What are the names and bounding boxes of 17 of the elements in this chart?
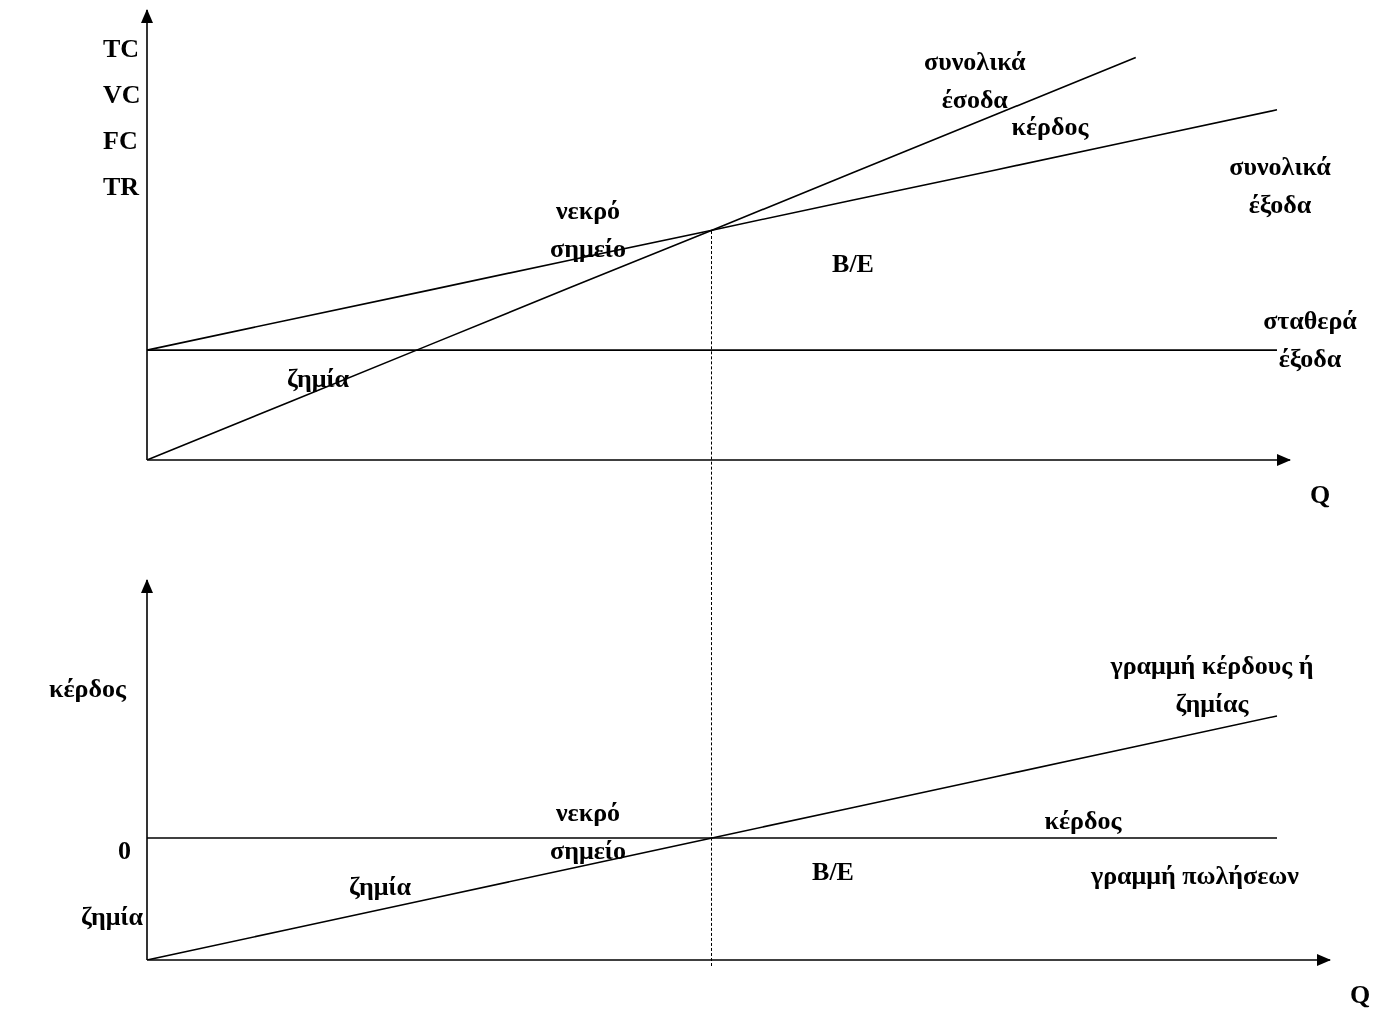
series-label: γραμμή πωλήσεων	[1090, 860, 1300, 890]
y-axis-title: TC VC FC TR	[103, 33, 141, 201]
annotation: νεκρό σημείο	[550, 195, 626, 263]
text: κέρδος	[49, 673, 128, 703]
annotation: κέρδος	[1044, 805, 1123, 835]
annotation: B/E	[832, 248, 874, 278]
series-label: γραμμή κέρδους ή ζημίας	[1109, 650, 1314, 718]
text: ζημία	[80, 901, 144, 931]
text: 0	[118, 835, 131, 865]
series-label: σταθερά έξοδα	[1263, 305, 1358, 373]
annotation: B/E	[812, 856, 854, 886]
series-label: συνολικά έξοδα	[1229, 151, 1332, 219]
annotation: ζημία	[286, 363, 350, 393]
annotation: νεκρό σημείο	[550, 797, 626, 865]
x-axis-title: Q	[1309, 479, 1331, 509]
x-axis-title: Q	[1349, 979, 1371, 1009]
annotation: ζημία	[348, 871, 412, 901]
